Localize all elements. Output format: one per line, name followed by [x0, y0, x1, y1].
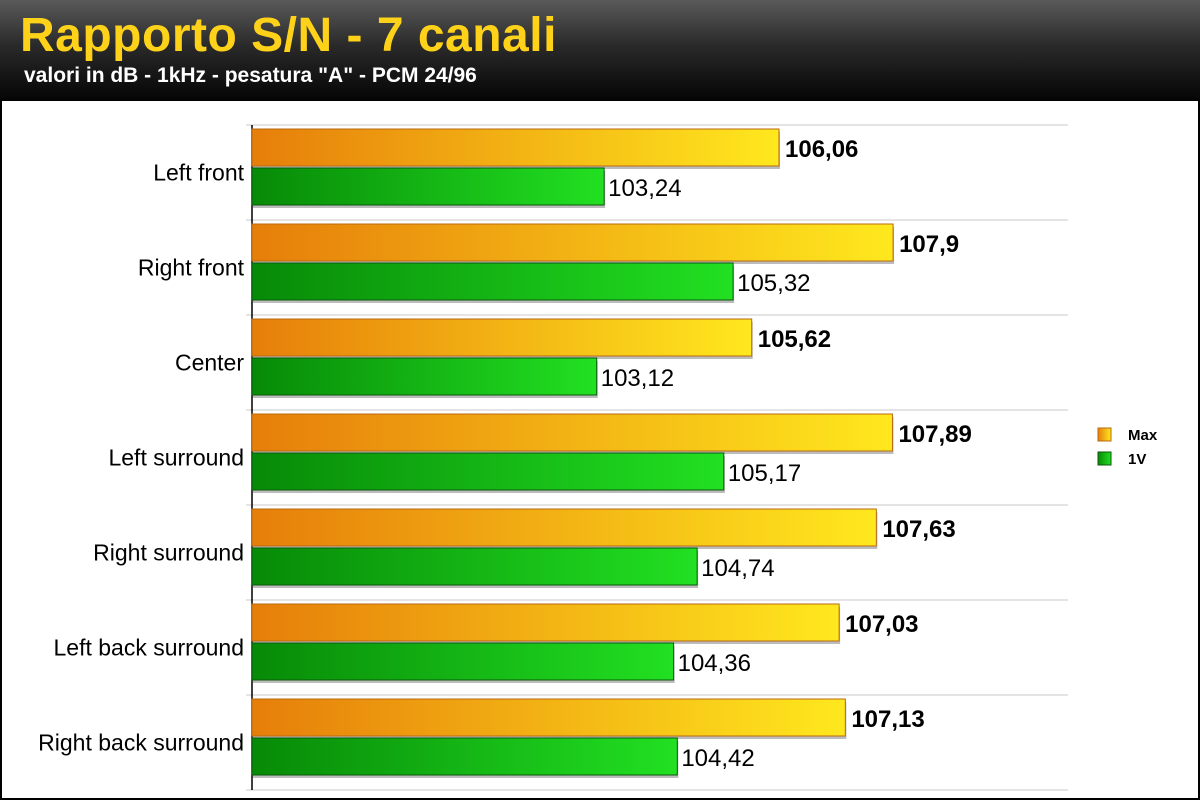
data-label-max: 107,63 [882, 516, 955, 543]
chart-title: Rapporto S/N - 7 canali [20, 9, 557, 62]
bar-max [251, 508, 877, 547]
data-label-max: 107,9 [899, 231, 959, 258]
data-label-max: 106,06 [785, 136, 858, 163]
legend-swatch [1097, 451, 1112, 466]
chart-subtitle: valori in dB - 1kHz - pesatura "A" - PCM… [24, 64, 477, 87]
bar-max [251, 603, 840, 642]
legend-swatch [1097, 427, 1112, 442]
bar-max [251, 318, 753, 357]
category-label: Right surround [93, 540, 244, 566]
data-label-max: 107,03 [845, 611, 918, 638]
category-label: Center [175, 350, 244, 376]
bar-1v [251, 642, 675, 681]
legend-label: 1V [1128, 451, 1146, 468]
chart-header: Rapporto S/N - 7 canali valori in dB - 1… [0, 0, 1200, 100]
bar-1v [251, 167, 605, 206]
category-label: Left front [153, 160, 244, 186]
data-label-max: 105,62 [758, 326, 831, 353]
bar-max [251, 413, 893, 452]
bar-max [251, 698, 846, 737]
bar-chart: Left front 106,06 103,24 Right front 107,9 10… [38, 124, 1158, 791]
data-label-1v: 105,17 [728, 460, 801, 487]
data-label-1v: 105,32 [737, 270, 810, 297]
bar-1v [251, 737, 678, 776]
data-label-1v: 104,74 [701, 555, 774, 582]
category-label: Right back surround [38, 730, 244, 756]
data-label-1v: 104,42 [681, 745, 754, 772]
chart-panel: Left front 106,06 103,24 Right front 107,9 10… [2, 101, 1198, 798]
data-label-max: 107,89 [898, 421, 971, 448]
bar-max [251, 128, 780, 167]
data-label-1v: 103,12 [601, 365, 674, 392]
legend-label: Max [1128, 427, 1158, 444]
data-label-1v: 103,24 [608, 175, 681, 202]
data-label-1v: 104,36 [678, 650, 751, 677]
data-label-max: 107,13 [851, 706, 924, 733]
category-label: Right front [138, 255, 245, 281]
bar-1v [251, 547, 698, 586]
category-label: Left back surround [53, 635, 244, 661]
bar-1v [251, 262, 734, 301]
bar-1v [251, 452, 725, 491]
bar-1v [251, 357, 598, 396]
bar-max [251, 223, 894, 262]
category-label: Left surround [108, 445, 244, 471]
